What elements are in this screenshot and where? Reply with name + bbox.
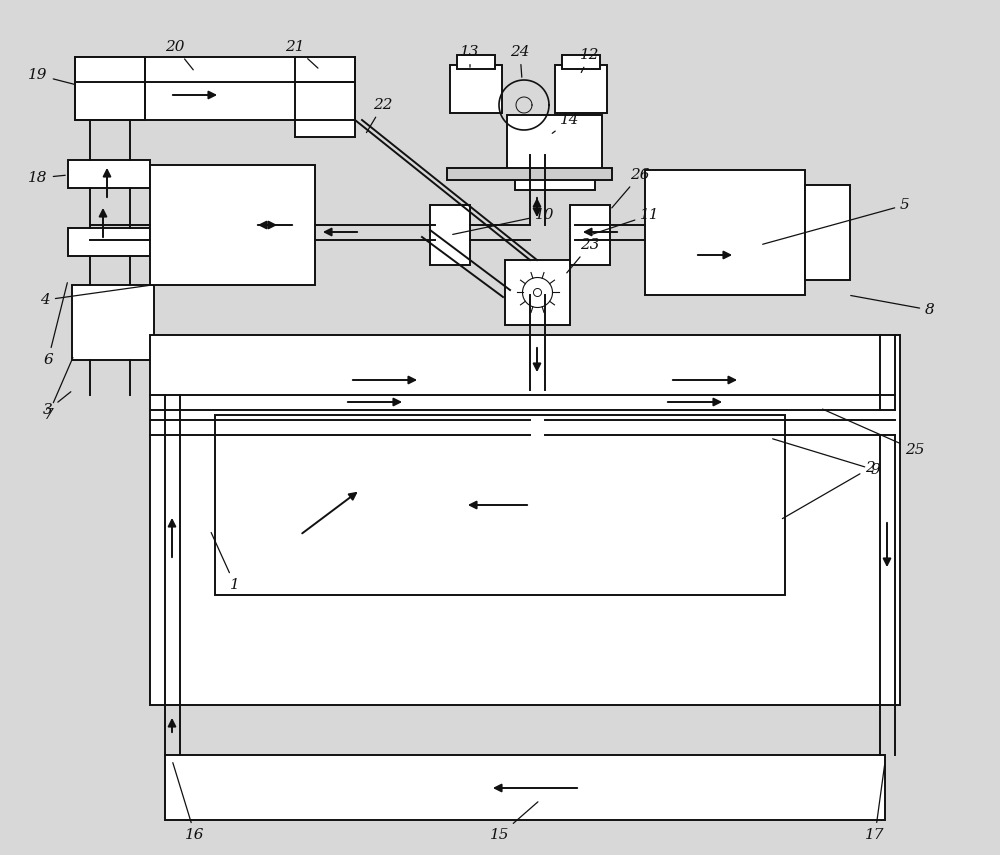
Bar: [68, 160, 150, 188]
Text: 26: 26: [612, 168, 650, 208]
Text: 10: 10: [453, 208, 555, 234]
Bar: [570, 205, 610, 265]
Text: 5: 5: [763, 198, 910, 245]
Bar: [457, 55, 495, 69]
Bar: [805, 185, 850, 280]
Text: 19: 19: [28, 68, 74, 85]
Bar: [430, 205, 470, 265]
Text: 13: 13: [460, 45, 480, 68]
Text: 21: 21: [285, 40, 318, 68]
Bar: [75, 57, 355, 120]
Text: 23: 23: [567, 238, 600, 273]
Bar: [72, 285, 154, 360]
Bar: [150, 335, 900, 705]
Bar: [68, 228, 150, 256]
Text: 15: 15: [490, 802, 538, 842]
Text: 16: 16: [173, 763, 205, 842]
Text: 12: 12: [580, 48, 600, 73]
Text: 25: 25: [823, 410, 925, 457]
Text: 4: 4: [40, 286, 149, 307]
Text: 22: 22: [366, 98, 393, 133]
Bar: [562, 55, 600, 69]
Bar: [515, 170, 595, 190]
Text: 18: 18: [28, 171, 65, 185]
Bar: [507, 115, 602, 170]
Text: 6: 6: [43, 283, 67, 367]
Text: 7: 7: [43, 357, 73, 422]
Bar: [75, 57, 145, 120]
Bar: [450, 65, 502, 113]
Text: 2: 2: [782, 461, 875, 519]
Text: 11: 11: [593, 208, 660, 234]
Bar: [645, 170, 805, 295]
Text: 17: 17: [865, 764, 885, 842]
Bar: [555, 65, 607, 113]
Bar: [505, 260, 570, 325]
Bar: [447, 168, 612, 180]
Text: 9: 9: [773, 439, 880, 477]
Text: 1: 1: [211, 533, 240, 592]
Bar: [295, 82, 355, 137]
Bar: [165, 755, 885, 820]
Bar: [150, 165, 315, 285]
Text: 20: 20: [165, 40, 193, 70]
Text: 24: 24: [510, 45, 530, 77]
Text: 3: 3: [43, 392, 71, 417]
Bar: [215, 415, 785, 595]
Text: 14: 14: [552, 113, 580, 133]
Text: 8: 8: [851, 296, 935, 317]
